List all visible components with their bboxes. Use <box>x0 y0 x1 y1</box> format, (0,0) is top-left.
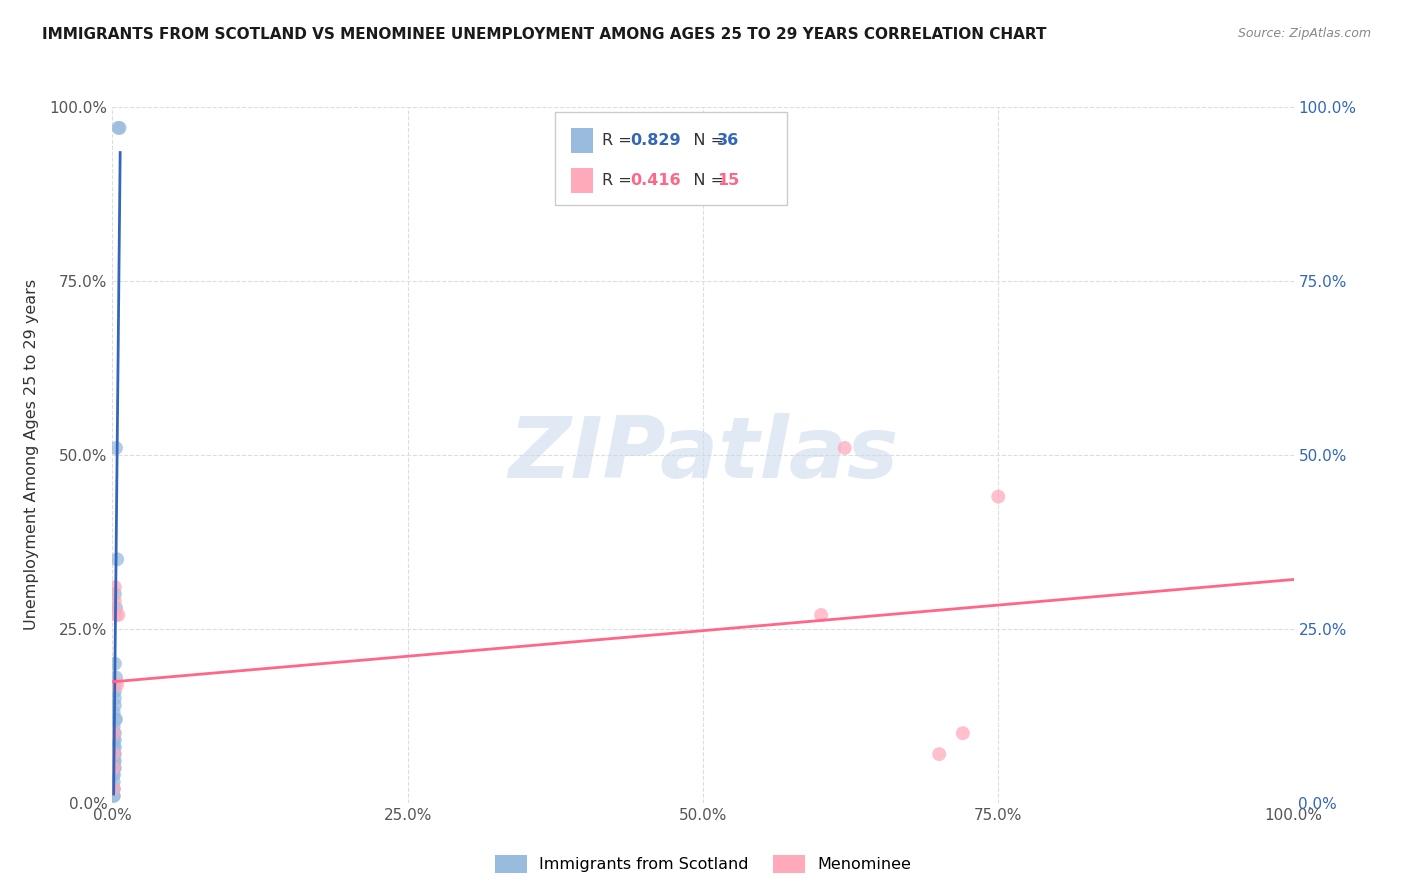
Point <box>108 120 131 135</box>
Text: 36: 36 <box>717 133 740 148</box>
Point <box>103 789 125 803</box>
Point <box>928 747 950 761</box>
Text: R =: R = <box>602 172 637 187</box>
Point <box>104 691 127 706</box>
Point <box>104 677 127 691</box>
Text: 0.416: 0.416 <box>630 172 681 187</box>
Point <box>105 671 128 685</box>
Point <box>105 607 128 622</box>
Point <box>103 706 125 720</box>
Point <box>103 761 125 775</box>
Legend: Immigrants from Scotland, Menominee: Immigrants from Scotland, Menominee <box>488 848 918 880</box>
Point <box>103 747 125 761</box>
Point <box>104 580 127 594</box>
Point <box>103 754 125 768</box>
Point <box>105 441 128 455</box>
Point <box>107 120 129 135</box>
Text: 15: 15 <box>717 172 740 187</box>
Point <box>104 712 127 726</box>
Point <box>104 594 127 608</box>
Point <box>104 657 127 671</box>
Point <box>103 726 125 740</box>
Point <box>104 733 127 747</box>
Text: N =: N = <box>678 172 728 187</box>
Point <box>104 698 127 713</box>
Point <box>834 441 856 455</box>
Point <box>103 768 125 782</box>
Point <box>104 740 127 755</box>
Text: N =: N = <box>678 133 728 148</box>
Text: ZIPatlas: ZIPatlas <box>508 413 898 497</box>
Point <box>103 726 125 740</box>
Point <box>103 740 125 755</box>
Point <box>103 677 125 691</box>
Point <box>103 781 125 796</box>
Text: IMMIGRANTS FROM SCOTLAND VS MENOMINEE UNEMPLOYMENT AMONG AGES 25 TO 29 YEARS COR: IMMIGRANTS FROM SCOTLAND VS MENOMINEE UN… <box>42 27 1046 42</box>
Point <box>104 747 127 761</box>
Text: Source: ZipAtlas.com: Source: ZipAtlas.com <box>1237 27 1371 40</box>
Point <box>103 768 125 782</box>
Point <box>104 587 127 601</box>
Point <box>103 747 125 761</box>
Point <box>103 733 125 747</box>
Point <box>105 601 128 615</box>
Point <box>104 761 127 775</box>
Point <box>105 712 128 726</box>
Point <box>103 775 125 789</box>
Point <box>104 684 127 698</box>
Point <box>810 607 832 622</box>
Point <box>987 490 1010 504</box>
Point <box>103 761 125 775</box>
Text: 0.829: 0.829 <box>630 133 681 148</box>
Point <box>952 726 974 740</box>
Point <box>104 726 127 740</box>
Text: R =: R = <box>602 133 637 148</box>
Point <box>105 552 128 566</box>
Y-axis label: Unemployment Among Ages 25 to 29 years: Unemployment Among Ages 25 to 29 years <box>24 279 38 631</box>
Point <box>103 761 125 775</box>
Point <box>107 607 129 622</box>
Point <box>105 677 128 691</box>
Point <box>103 719 125 733</box>
Point <box>103 789 125 803</box>
Point <box>104 754 127 768</box>
Point <box>103 781 125 796</box>
Point <box>103 781 125 796</box>
